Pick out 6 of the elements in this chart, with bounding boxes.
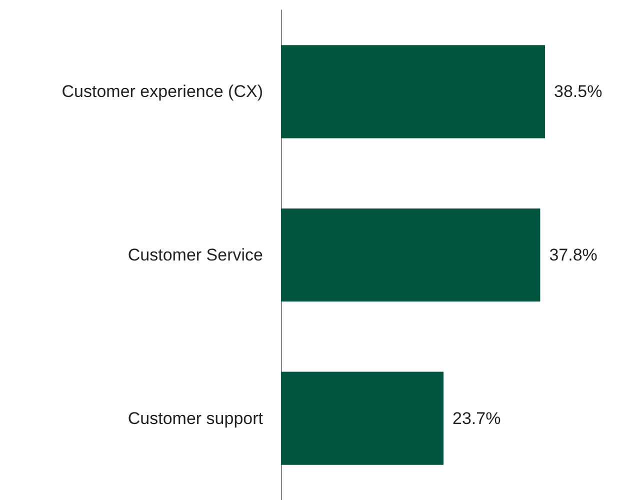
y-tick-label: Customer Service	[128, 246, 263, 264]
data-label: 37.8%	[549, 246, 598, 264]
data-label: 38.5%	[554, 82, 602, 102]
data-label: 23.7%	[452, 408, 501, 428]
y-tick-label: Customer support	[128, 408, 264, 428]
y-tick-label: Customer experience (CX)	[62, 82, 263, 102]
